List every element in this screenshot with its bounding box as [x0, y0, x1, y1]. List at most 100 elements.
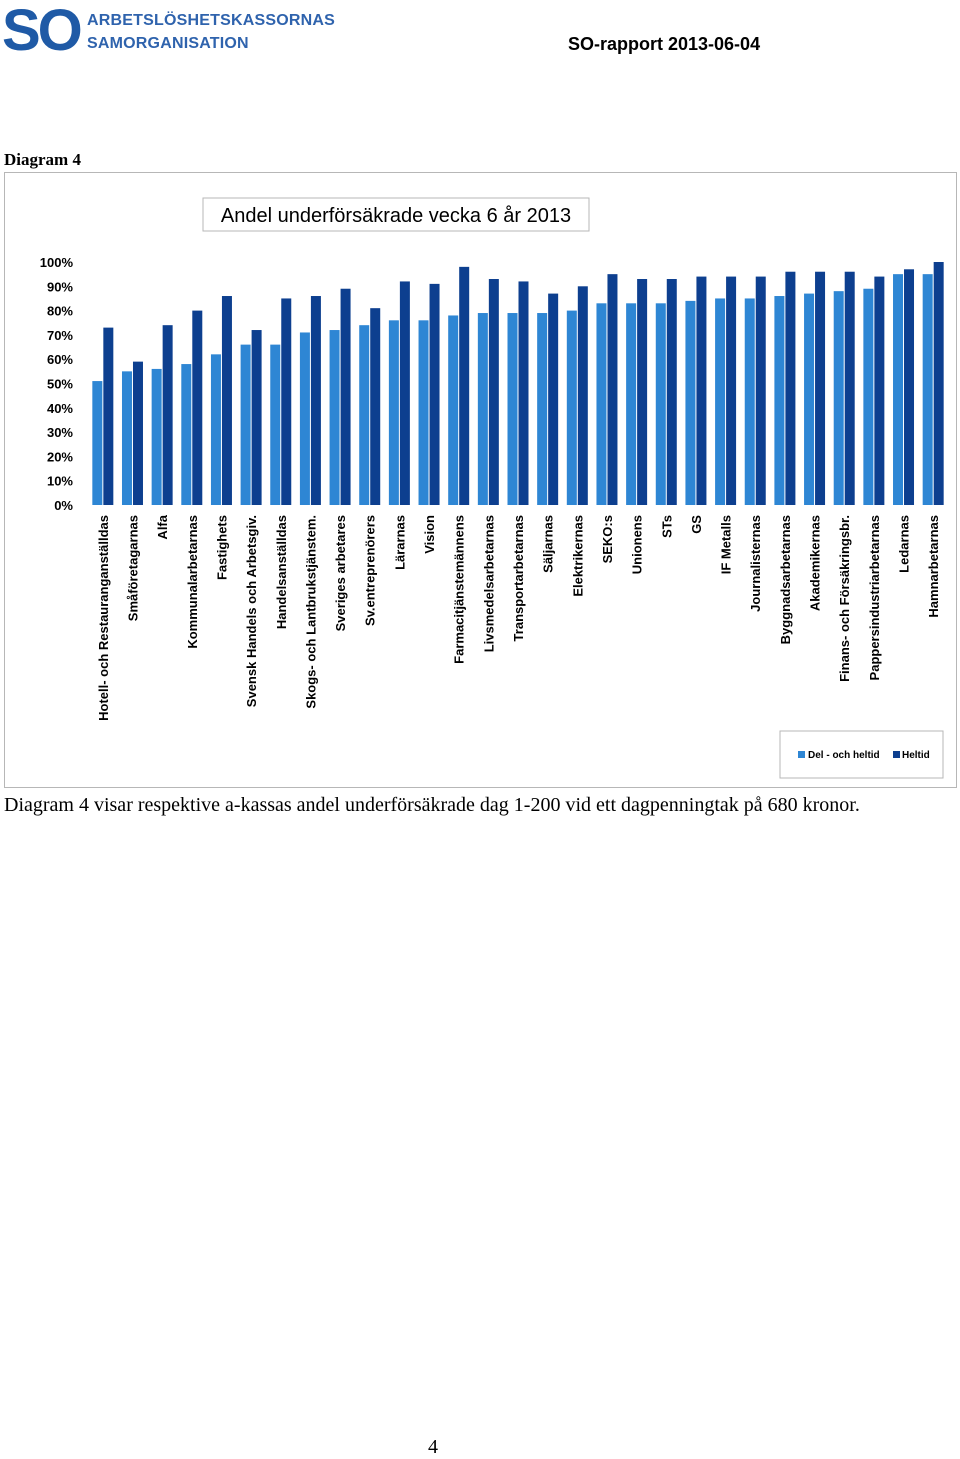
bar-full-time	[192, 310, 203, 505]
logo-so: SO	[2, 0, 83, 63]
bar-part-and-full-time	[715, 298, 726, 505]
bar-part-and-full-time	[685, 300, 696, 505]
bar-part-and-full-time	[655, 303, 666, 505]
bar-part-and-full-time	[537, 313, 548, 505]
bar-full-time	[696, 276, 707, 505]
bar-full-time	[666, 279, 677, 505]
y-tick-label: 90%	[47, 279, 73, 294]
bar-full-time	[607, 274, 618, 505]
y-tick-label: 100%	[40, 255, 74, 270]
bar-part-and-full-time	[774, 296, 785, 505]
bar-full-time	[815, 271, 826, 505]
diagram-heading: Diagram 4	[4, 150, 81, 169]
bar-full-time	[726, 276, 737, 505]
bar-full-time	[637, 279, 648, 505]
y-tick-label: 50%	[47, 377, 73, 392]
bar-part-and-full-time	[477, 313, 488, 505]
bar-part-and-full-time	[507, 313, 518, 505]
logo-organisation-line2: SAMORGANISATION	[87, 35, 249, 52]
bar-part-and-full-time	[804, 293, 815, 505]
bar-part-and-full-time	[922, 274, 933, 505]
bar-part-and-full-time	[270, 344, 281, 505]
legend-box	[779, 730, 944, 779]
chart-frame: Andel underförsäkrade vecka 6 år 2013 100…	[4, 172, 957, 788]
bar-full-time	[429, 283, 440, 505]
category-label: IF Metalls	[719, 515, 734, 574]
bar-part-and-full-time	[418, 320, 429, 505]
chart-title-box	[202, 197, 590, 232]
category-label: Ledarnas	[897, 515, 912, 573]
category-label: Sv.entreprenörers	[363, 515, 378, 626]
bar-part-and-full-time	[240, 344, 251, 505]
bar-part-and-full-time	[299, 332, 310, 505]
legend-label-full-time: Heltid	[902, 750, 930, 761]
category-label: Svensk Handels och Arbetsgiv.	[244, 515, 259, 707]
legend-label-part-and-full-time: Del - och heltid	[808, 750, 880, 761]
report-id: SO-rapport 2013-06-04	[568, 34, 761, 54]
legend-swatch-part-and-full-time	[798, 751, 805, 758]
legend-swatch-full-time	[893, 751, 900, 758]
bar-part-and-full-time	[833, 291, 844, 505]
bar-full-time	[340, 288, 351, 505]
bar-part-and-full-time	[359, 325, 370, 505]
bar-full-time	[162, 325, 173, 505]
category-label: Transportarbetarnas	[511, 515, 526, 641]
category-label: GS	[689, 515, 704, 534]
bar-full-time	[548, 293, 559, 505]
y-tick-label: 60%	[47, 352, 73, 367]
bar-part-and-full-time	[92, 381, 103, 505]
chart-title: Andel underförsäkrade vecka 6 år 2013	[221, 205, 571, 227]
bar-chart: Andel underförsäkrade vecka 6 år 2013 100…	[40, 197, 944, 779]
y-tick-label: 20%	[47, 449, 73, 464]
category-label: Livsmedelsarbetarnas	[481, 515, 496, 652]
y-tick-label: 80%	[47, 304, 73, 319]
category-label: Lärarnas	[392, 515, 407, 570]
category-label: Byggnadsarbetarnas	[778, 515, 793, 644]
bar-full-time	[755, 276, 766, 505]
bar-full-time	[933, 262, 944, 505]
category-label: STs	[659, 515, 674, 538]
bar-full-time	[577, 286, 588, 505]
caption: Diagram 4 visar respektive a-kassas ande…	[4, 794, 860, 816]
category-label: Unionens	[630, 515, 645, 574]
bar-full-time	[132, 361, 143, 505]
category-label: Småföretagarnas	[125, 515, 140, 621]
bar-part-and-full-time	[448, 315, 459, 505]
y-tick-label: 40%	[47, 401, 73, 416]
category-label: Akademikernas	[808, 515, 823, 611]
y-tick-label: 30%	[47, 425, 73, 440]
bar-full-time	[103, 327, 114, 505]
category-label: Hamnarbetarnas	[926, 515, 941, 618]
bar-part-and-full-time	[893, 274, 904, 505]
category-label: Hotell- och Restauranganställdas	[96, 515, 111, 721]
bar-full-time	[844, 271, 855, 505]
bar-full-time	[281, 298, 292, 505]
bar-full-time	[459, 266, 470, 505]
bar-part-and-full-time	[626, 303, 637, 505]
category-label: Farmacitjänstemännens	[452, 515, 467, 664]
category-label: Journalisternas	[748, 515, 763, 612]
logo-organisation-line1: ARBETSLÖSHETSKASSORNAS	[87, 12, 335, 29]
y-tick-label: 0%	[54, 498, 73, 513]
y-tick-label: 70%	[47, 328, 73, 343]
category-label: Finans- och Försäkringsbr.	[837, 515, 852, 682]
bar-part-and-full-time	[388, 320, 399, 505]
bar-part-and-full-time	[744, 298, 755, 505]
bar-part-and-full-time	[329, 330, 340, 505]
category-label: Alfa	[155, 514, 170, 539]
category-label: SEKO:s	[600, 515, 615, 563]
category-label: Säljarnas	[541, 515, 556, 573]
category-label: Kommunalarbetarnas	[185, 515, 200, 649]
category-label: Pappersindustriarbetarnas	[867, 515, 882, 680]
bar-part-and-full-time	[596, 303, 607, 505]
bar-part-and-full-time	[566, 310, 577, 505]
category-label: Handelsanställdas	[274, 515, 289, 629]
y-tick-label: 10%	[47, 474, 73, 489]
category-label: Skogs- och Lantbrukstjänstem.	[303, 515, 318, 709]
bar-full-time	[370, 308, 381, 505]
bar-part-and-full-time	[121, 371, 132, 505]
category-label: Sveriges arbetares	[333, 515, 348, 631]
bar-full-time	[221, 296, 232, 505]
bar-part-and-full-time	[210, 354, 221, 505]
category-label: Elektrikernas	[570, 515, 585, 597]
